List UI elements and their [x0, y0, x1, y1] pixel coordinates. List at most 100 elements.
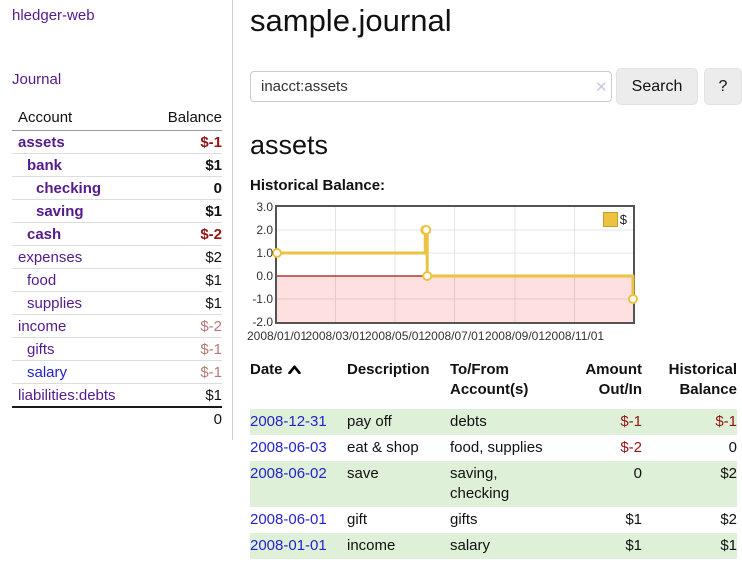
transaction-row: 2008-06-03 eat & shop food, supplies $-2 0 — [250, 435, 737, 461]
account-balance: $2 — [205, 249, 222, 266]
help-button[interactable]: ? — [704, 68, 742, 105]
x-axis-tick-label: 2008/11/01 — [544, 329, 605, 343]
x-axis-tick-label: 2008/05/01 — [364, 329, 426, 343]
transaction-date-link[interactable]: 2008-06-03 — [250, 439, 327, 456]
account-total: 0 — [12, 406, 222, 430]
account-row: gifts $-1 — [12, 337, 222, 360]
account-heading: assets — [250, 130, 329, 160]
transaction-amount: $1 — [625, 511, 642, 528]
sidebar-account-link-salary[interactable]: salary — [27, 364, 68, 381]
account-row: expenses $2 — [12, 245, 222, 268]
sidebar-account-link-gifts[interactable]: gifts — [27, 341, 55, 358]
search-input[interactable] — [250, 71, 612, 102]
transaction-accounts: saving, checking — [450, 461, 570, 507]
transaction-accounts: food, supplies — [450, 439, 543, 456]
account-balance: $-2 — [200, 318, 222, 335]
transaction-balance: $2 — [720, 511, 737, 528]
transaction-balance: 0 — [728, 439, 737, 456]
y-axis-tick-label: 3.0 — [256, 200, 273, 214]
sidebar-account-link-cash[interactable]: cash — [27, 226, 62, 243]
account-table-header: Account Balance — [12, 107, 222, 131]
account-row: income $-2 — [12, 314, 222, 337]
balance-chart-svg — [272, 207, 638, 322]
sidebar-account-link-bank[interactable]: bank — [27, 157, 63, 174]
chart-title: Historical Balance: — [250, 177, 386, 194]
transaction-date-link[interactable]: 2008-06-01 — [250, 511, 327, 528]
transactions-table: Date Description To/From Account(s) Amou… — [250, 360, 737, 559]
transaction-description: gift — [347, 511, 368, 528]
account-balance: $-1 — [200, 134, 222, 151]
account-balance: $1 — [205, 272, 222, 289]
sidebar-account-link-liabilities-debts[interactable]: liabilities:debts — [18, 387, 116, 404]
x-axis-tick-label: 2008/01/01 — [246, 329, 308, 343]
account-balance: $-1 — [200, 364, 222, 381]
account-row: checking 0 — [12, 176, 222, 199]
account-balance: $-2 — [200, 226, 222, 243]
y-axis-tick-label: 0.0 — [256, 269, 273, 283]
account-row: saving $1 — [12, 199, 222, 222]
description-column-header: Description — [347, 361, 430, 378]
app-title-link[interactable]: hledger-web — [12, 7, 95, 24]
clear-search-icon[interactable]: ✕ — [595, 79, 608, 96]
balance-column-header-main: Historical Balance — [668, 361, 737, 398]
y-axis-tick-label: 2.0 — [256, 223, 273, 237]
x-axis-tick-label: 2008/03/01 — [305, 329, 366, 343]
transaction-date-link[interactable]: 2008-06-02 — [250, 465, 327, 482]
account-balance: $1 — [205, 295, 222, 312]
transaction-accounts: debts — [450, 409, 570, 435]
account-row: supplies $1 — [12, 291, 222, 314]
amount-column-header: Amount Out/In — [585, 361, 642, 398]
account-row: liabilities:debts $1 — [12, 383, 222, 406]
transaction-balance: $2 — [642, 461, 737, 507]
x-axis-tick-label: 2008/09/01 — [484, 329, 545, 343]
legend-label: $ — [619, 212, 627, 227]
account-row: bank $1 — [12, 153, 222, 176]
historical-balance-chart: $ 3.0 2.0 1.0 0.0 -1.0 -2.0 2008/01/01 2008/03… — [245, 200, 742, 349]
account-column-header: Account — [18, 109, 73, 126]
transaction-amount: $-2 — [620, 439, 642, 456]
legend-swatch-icon — [602, 212, 618, 227]
transaction-amount: $-1 — [570, 409, 642, 435]
account-balance: $1 — [205, 157, 222, 174]
account-balance: $-1 — [200, 341, 222, 358]
chart-legend: $ — [602, 212, 627, 227]
sidebar-account-link-food[interactable]: food — [27, 272, 57, 289]
transactions-header-row: Date Description To/From Account(s) Amou… — [250, 360, 737, 409]
transaction-row: 2008-01-01 income salary $1 $1 — [250, 533, 737, 559]
transaction-accounts: gifts — [450, 511, 478, 528]
y-axis-tick-label: -2.0 — [252, 315, 273, 329]
transaction-row: 2008-06-02 save saving, checking 0 $2 — [250, 461, 737, 507]
search-button[interactable]: Search — [616, 68, 698, 105]
account-balance-table: Account Balance assets $-1 bank $1 checking 0… — [12, 107, 222, 430]
transaction-row: 2008-06-01 gift gifts $1 $2 — [250, 507, 737, 533]
transaction-balance: $-1 — [642, 409, 737, 435]
transaction-description: pay off — [347, 409, 450, 435]
sidebar-account-link-supplies[interactable]: supplies — [27, 295, 83, 312]
transaction-row: 2008-12-31 pay off debts $-1 $-1 — [250, 409, 737, 435]
account-rows: assets $-1 bank $1 checking 0 saving $1 cash $-2 e… — [12, 131, 222, 406]
account-row: assets $-1 — [12, 131, 222, 153]
accounts-column-header: To/From Account(s) — [450, 361, 529, 398]
date-header-label: Date — [250, 361, 283, 378]
transaction-description: save — [347, 461, 450, 507]
transaction-accounts: salary — [450, 533, 570, 559]
transaction-description: income — [347, 533, 450, 559]
date-column-header[interactable]: Date — [250, 360, 347, 409]
sidebar-account-link-expenses[interactable]: expenses — [18, 249, 83, 266]
transaction-amount: $1 — [570, 533, 642, 559]
sidebar-account-link-checking[interactable]: checking — [36, 180, 102, 197]
sort-ascending-icon — [287, 360, 301, 380]
sidebar-account-link-assets[interactable]: assets — [18, 134, 65, 151]
sidebar-account-link-saving[interactable]: saving — [36, 203, 84, 220]
y-axis-tick-label: 1.0 — [256, 246, 273, 260]
transaction-date-link[interactable]: 2008-01-01 — [250, 537, 327, 554]
sidebar-account-link-income[interactable]: income — [18, 318, 67, 335]
sidebar: hledger-web Journal Account Balance asse… — [0, 0, 233, 440]
account-row: cash $-2 — [12, 222, 222, 245]
transaction-date-link[interactable]: 2008-12-31 — [250, 413, 327, 430]
transaction-description: eat & shop — [347, 439, 419, 456]
y-axis-tick-label: -1.0 — [252, 292, 273, 306]
account-balance: 0 — [213, 180, 222, 197]
page-title: sample.journal — [250, 3, 452, 38]
sidebar-item-journal[interactable]: Journal — [12, 71, 62, 88]
